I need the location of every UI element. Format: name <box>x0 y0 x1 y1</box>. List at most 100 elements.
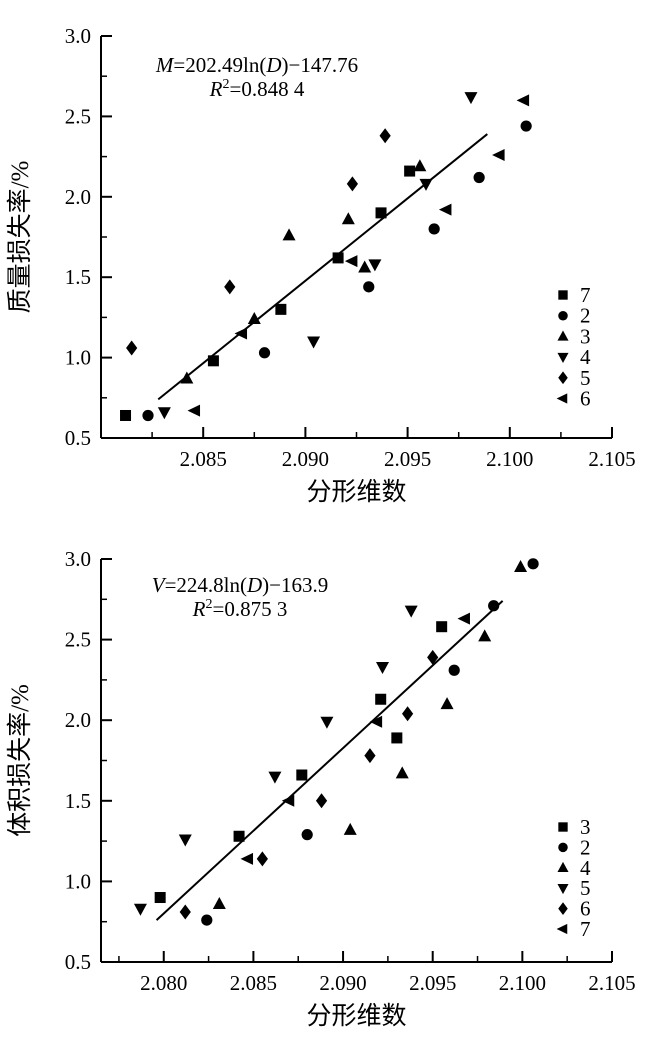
triangle-down-point <box>268 771 282 784</box>
legend-square-icon <box>558 822 568 832</box>
square-point <box>275 303 287 315</box>
scatter-series-2 <box>201 558 539 926</box>
y-tick-label: 2.5 <box>65 104 91 128</box>
legend-triangle-down-icon <box>557 352 569 364</box>
fit-equation: V=224.8ln(D)−163.9 <box>152 573 329 597</box>
scatter-series-4 <box>157 92 478 420</box>
x-tick-label: 2.090 <box>282 447 329 471</box>
triangle-down-point <box>368 259 382 272</box>
scatter-series-2 <box>142 120 532 422</box>
diamond-point <box>224 279 236 295</box>
square-point <box>154 892 166 904</box>
legend-circle-icon <box>558 310 568 321</box>
legend-label: 3 <box>580 815 591 839</box>
x-tick-label: 2.080 <box>140 971 187 995</box>
circle-point <box>363 281 375 293</box>
scatter-series-5 <box>126 128 391 356</box>
triangle-left-point <box>344 255 358 268</box>
legend-circle-icon <box>558 842 568 853</box>
circle-point <box>428 223 440 235</box>
r-squared-value: R2=0.875 3 <box>192 597 288 621</box>
triangle-up-point <box>343 822 357 835</box>
volume-loss-chart: 2.080 2.085 2.090 2.095 2.100 2.105 0.5 1.0 1.5 2… <box>6 547 636 1030</box>
x-tick-label: 2.105 <box>588 971 635 995</box>
y-tick-label: 2.0 <box>65 708 91 732</box>
triangle-left-point <box>369 715 383 728</box>
triangle-up-point <box>440 697 454 710</box>
legend-label: 7 <box>580 283 591 307</box>
triangle-up-point <box>514 560 528 573</box>
legend-label: 2 <box>580 304 591 328</box>
triangle-down-point <box>320 716 334 729</box>
circle-point <box>520 120 532 132</box>
legend-label: 4 <box>580 856 591 880</box>
triangle-left-point <box>438 203 452 216</box>
legend-triangle-down-icon <box>557 883 569 895</box>
circle-point <box>527 558 539 570</box>
triangle-left-point <box>516 94 530 107</box>
y-tick-label: 3.0 <box>65 24 91 48</box>
y-tick-label: 1.5 <box>65 265 91 289</box>
triangle-up-point <box>478 629 492 642</box>
y-tick-label: 2.0 <box>65 185 91 209</box>
square-point <box>233 830 245 842</box>
triangle-up-point <box>413 159 427 172</box>
legend-diamond-icon <box>558 371 568 385</box>
diamond-point <box>256 851 268 867</box>
scatter-series-6 <box>187 94 530 417</box>
y-tick-label: 1.0 <box>65 346 91 370</box>
x-tick-label: 2.085 <box>180 447 227 471</box>
fit-line <box>155 600 504 921</box>
scatter-series-7 <box>240 612 470 865</box>
triangle-down-point <box>419 178 433 191</box>
scatter-series-7 <box>120 165 416 421</box>
x-axis-title: 分形维数 <box>306 1002 406 1030</box>
square-point <box>404 165 416 177</box>
y-tick-label: 1.5 <box>65 789 91 813</box>
diamond-point <box>379 128 391 144</box>
triangle-left-point <box>187 404 201 417</box>
y-axis-title: 质量损失率/% <box>6 161 34 314</box>
legend-label: 5 <box>580 876 591 900</box>
legend-triangle-up-icon <box>557 861 569 873</box>
triangle-down-point <box>404 605 418 618</box>
diamond-point <box>364 748 376 764</box>
diamond-point <box>126 340 138 356</box>
y-tick-label: 1.0 <box>65 869 91 893</box>
circle-point <box>473 171 485 184</box>
x-tick-label: 2.100 <box>499 971 546 995</box>
legend-label: 4 <box>580 345 591 369</box>
x-axis-title: 分形维数 <box>306 478 406 506</box>
square-point <box>391 732 403 744</box>
square-point <box>120 409 132 421</box>
legend-label: 5 <box>580 366 591 390</box>
square-point <box>332 252 344 264</box>
circle-point <box>201 914 213 926</box>
square-point <box>436 621 448 633</box>
triangle-up-point <box>180 371 194 384</box>
circle-point <box>488 600 500 612</box>
triangle-up-point <box>341 212 355 225</box>
triangle-up-point <box>358 260 372 273</box>
diamond-point <box>315 793 328 809</box>
circle-point <box>258 347 271 359</box>
y-tick-label: 0.5 <box>65 950 91 974</box>
legend-label: 6 <box>580 897 591 921</box>
triangle-left-point <box>240 852 254 865</box>
triangle-left-point <box>492 148 505 161</box>
diamond-point <box>179 904 191 920</box>
legend-label: 6 <box>580 387 591 411</box>
triangle-down-point <box>133 903 147 916</box>
legend-label: 7 <box>580 917 591 941</box>
triangle-up-point <box>247 312 261 325</box>
triangle-down-point <box>375 662 389 675</box>
y-tick-label: 2.5 <box>65 628 91 652</box>
fit-equation: M=202.49ln(D)−147.76 <box>155 53 358 77</box>
triangle-left-point <box>234 327 248 340</box>
r-squared-value: R2=0.848 4 <box>209 77 305 101</box>
legend-triangle-left-icon <box>556 393 568 404</box>
axes: 2.080 2.085 2.090 2.095 2.100 2.105 0.5 1.0 1.5 2… <box>65 547 636 995</box>
